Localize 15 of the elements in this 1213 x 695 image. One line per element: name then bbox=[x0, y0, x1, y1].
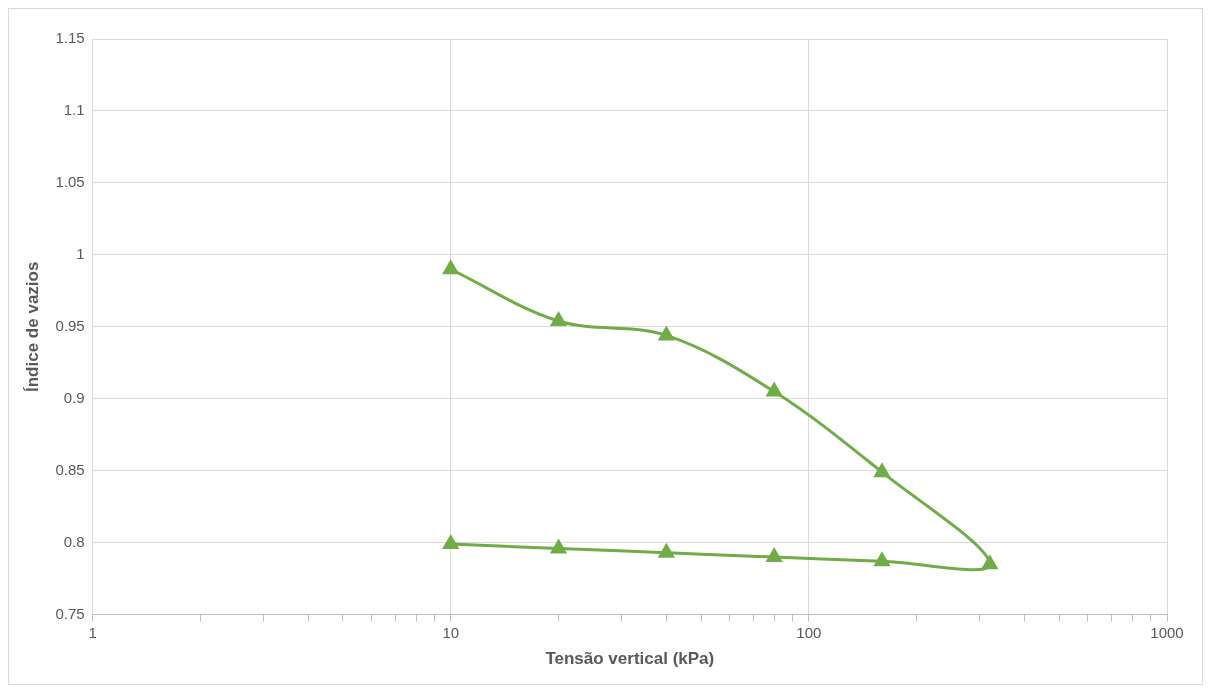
y-tick-label: 1.05 bbox=[55, 173, 85, 191]
y-axis-title: Índice de vazios bbox=[22, 261, 42, 392]
y-tick-label: 0.8 bbox=[63, 532, 85, 550]
y-tick-label: 1 bbox=[76, 244, 85, 262]
y-tick-label: 0.95 bbox=[55, 316, 85, 334]
y-tick-label: 0.9 bbox=[63, 388, 85, 406]
x-axis-title: Tensão vertical (kPa) bbox=[545, 649, 715, 669]
y-tick-label: 1.1 bbox=[63, 101, 85, 119]
x-tick-label: 100 bbox=[796, 623, 822, 641]
y-tick-label: 1.15 bbox=[55, 29, 85, 47]
x-tick-label: 1 bbox=[88, 623, 97, 641]
x-tick-label: 1000 bbox=[1150, 623, 1184, 641]
x-tick-label: 10 bbox=[442, 623, 460, 641]
y-tick-label: 0.85 bbox=[55, 460, 85, 478]
y-tick-label: 0.75 bbox=[55, 604, 85, 622]
